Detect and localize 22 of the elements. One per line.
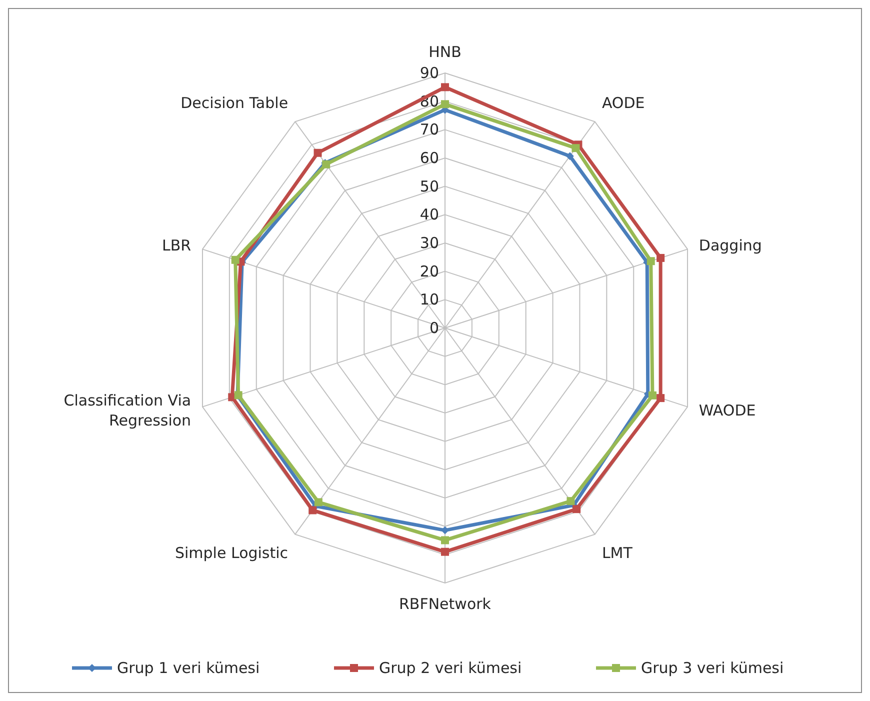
y-tick-label: 20 <box>420 262 439 280</box>
y-tick-label: 30 <box>420 234 439 252</box>
spoke-label: RBFNetwork <box>399 595 492 613</box>
spoke-label: LBR <box>162 236 192 254</box>
y-tick-label: 50 <box>420 177 439 196</box>
y-tick-label: 10 <box>420 290 439 309</box>
y-tick-label: 0 <box>429 319 439 337</box>
legend-label: Grup 1 veri kümesi <box>117 659 260 677</box>
y-tick-label: 60 <box>420 149 439 167</box>
spoke-label: Classification Via Regression <box>64 392 192 430</box>
legend-label: Grup 3 veri kümesi <box>641 659 784 677</box>
spoke-label: Dagging <box>698 236 762 254</box>
spoke-label: AODE <box>602 94 645 112</box>
y-tick-label: 40 <box>420 206 439 224</box>
spoke-label: WAODE <box>698 402 756 420</box>
spoke-label: Decision Table <box>180 94 288 112</box>
spoke-label: HNB <box>428 43 462 61</box>
legend-label: Grup 2 veri kümesi <box>379 659 522 677</box>
spoke-label: Simple Logistic <box>175 544 288 562</box>
spoke-label: LMT <box>602 544 634 562</box>
y-tick-label: 70 <box>420 120 439 139</box>
y-tick-label: 90 <box>420 64 439 82</box>
